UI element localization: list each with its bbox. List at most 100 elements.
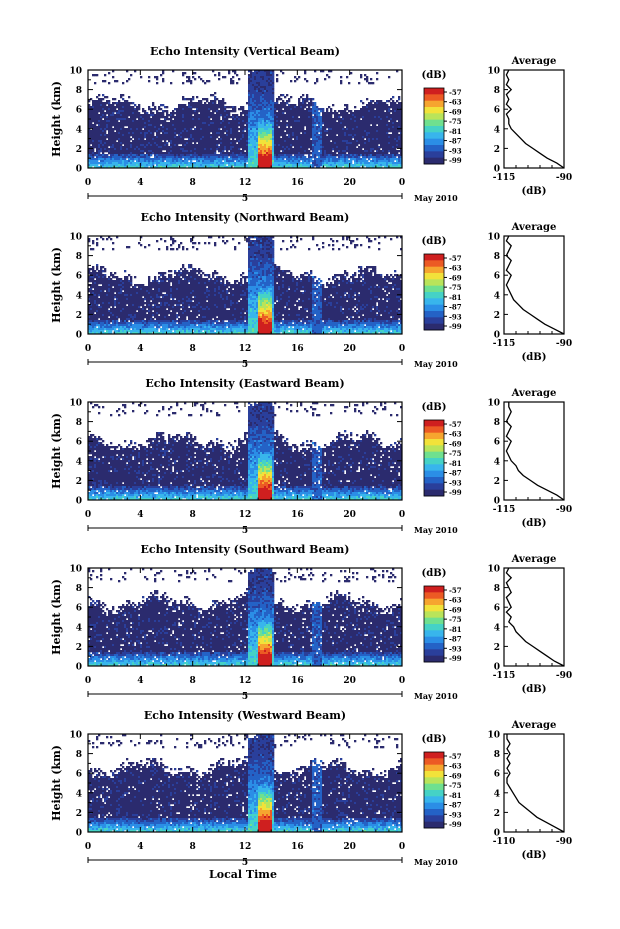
heatmap-cell — [366, 134, 369, 137]
heatmap-cell — [216, 126, 219, 129]
heatmap-cell — [146, 114, 149, 117]
heatmap-cell — [298, 132, 301, 135]
heatmap-cell — [102, 140, 105, 143]
heatmap-cell — [134, 136, 137, 139]
heatmap-cell — [194, 162, 197, 165]
heatmap-cell — [186, 146, 189, 149]
heatmap-cell — [318, 114, 321, 117]
heatmap-cell — [126, 106, 129, 109]
heatmap-cell — [274, 128, 277, 131]
heatmap-cell — [154, 138, 157, 141]
heatmap-cell — [274, 112, 277, 115]
heatmap-cell — [268, 148, 271, 151]
heatmap-cell — [230, 166, 233, 169]
heatmap-cell — [388, 150, 391, 153]
heatmap-cell — [238, 128, 241, 131]
heatmap-cell — [178, 154, 181, 157]
heatmap-cell — [104, 96, 107, 99]
heatmap-cell — [290, 118, 293, 121]
heatmap-cell — [110, 114, 113, 117]
heatmap-cell — [210, 128, 213, 131]
heatmap-cell — [296, 140, 299, 143]
heatmap-cell — [356, 112, 359, 115]
heatmap-cell — [208, 116, 211, 119]
heatmap-cell — [168, 114, 171, 117]
heatmap-cell — [116, 106, 119, 109]
heatmap-cell — [236, 140, 239, 143]
heatmap-cell — [234, 110, 237, 113]
heatmap-cell — [180, 150, 183, 153]
heatmap-cell — [302, 146, 305, 149]
heatmap-cell — [222, 166, 225, 169]
heatmap-cell — [238, 124, 241, 127]
heatmap-cell — [316, 126, 319, 129]
heatmap-cell — [284, 166, 287, 169]
heatmap-cell — [134, 104, 137, 107]
heatmap-cell — [358, 130, 361, 133]
heatmap-cell — [132, 156, 135, 159]
heatmap-cell — [168, 148, 171, 151]
heatmap-cell — [286, 160, 289, 163]
heatmap-cell — [140, 160, 143, 163]
heatmap-cell — [94, 162, 97, 165]
heatmap-cell — [374, 130, 377, 133]
heatmap-cell — [282, 106, 285, 109]
heatmap-cell — [170, 158, 173, 161]
heatmap-cell — [352, 144, 355, 147]
heatmap-cell — [174, 162, 177, 165]
heatmap-cell — [274, 142, 277, 145]
heatmap-cell — [236, 118, 239, 121]
heatmap-cell — [188, 76, 191, 79]
heatmap-cell — [218, 160, 221, 163]
heatmap-cell — [304, 150, 307, 153]
heatmap-cell — [364, 156, 367, 159]
heatmap-cell — [108, 126, 111, 129]
heatmap-cell — [218, 120, 221, 123]
heatmap-cell — [274, 148, 277, 151]
heatmap-cell — [324, 112, 327, 115]
heatmap-cell — [324, 140, 327, 143]
heatmap-cell — [254, 74, 257, 77]
heatmap-cell — [204, 140, 207, 143]
heatmap-cell — [146, 160, 149, 163]
heatmap-cell — [296, 126, 299, 129]
heatmap-cell — [118, 116, 121, 119]
heatmap-cell — [256, 142, 259, 145]
heatmap-cell — [190, 102, 193, 105]
heatmap-cell — [370, 114, 373, 117]
heatmap-cell — [156, 144, 159, 147]
heatmap-cell — [94, 74, 97, 77]
heatmap-cell — [342, 122, 345, 125]
heatmap-cell — [282, 146, 285, 149]
heatmap-cell — [374, 104, 377, 107]
heatmap-cell — [204, 120, 207, 123]
heatmap-cell — [372, 136, 375, 139]
heatmap-cell — [124, 106, 127, 109]
heatmap-cell — [258, 146, 261, 149]
heatmap-cell — [130, 110, 133, 113]
heatmap-cell — [228, 164, 231, 167]
heatmap-cell — [108, 144, 111, 147]
heatmap-cell — [362, 126, 365, 129]
heatmap-cell — [278, 128, 281, 131]
heatmap-cell — [180, 120, 183, 123]
heatmap-cell — [372, 158, 375, 161]
heatmap-cell — [262, 132, 265, 135]
heatmap-cell — [288, 112, 291, 115]
heatmap-cell — [252, 164, 255, 167]
heatmap-cell — [148, 132, 151, 135]
heatmap-cell — [276, 142, 279, 145]
heatmap-cell — [210, 102, 213, 105]
heatmap-cell — [318, 164, 321, 167]
heatmap-cell — [206, 158, 209, 161]
heatmap-cell — [372, 146, 375, 149]
heatmap-cell — [90, 106, 93, 109]
heatmap-cell — [188, 152, 191, 155]
heatmap-cell — [294, 138, 297, 141]
heatmap-cell — [172, 112, 175, 115]
heatmap-cell — [218, 162, 221, 165]
heatmap-cell — [128, 108, 131, 111]
heatmap-cell — [116, 116, 119, 119]
heatmap-cell — [264, 108, 267, 111]
heatmap-cell — [350, 116, 353, 119]
